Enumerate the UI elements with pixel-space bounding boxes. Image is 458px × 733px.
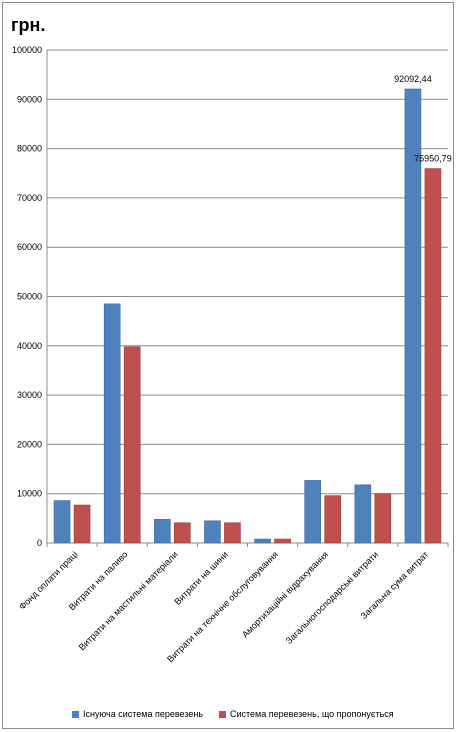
bar-s1-1 bbox=[123, 346, 141, 544]
bar-s1-6 bbox=[374, 493, 392, 544]
bar-s0-6 bbox=[354, 484, 372, 544]
legend-label-existing: Існуюча система перевезень bbox=[83, 709, 204, 719]
x-category-label: Амортизаційні відрахування bbox=[240, 549, 330, 639]
data-label: 92092,44 bbox=[394, 74, 432, 84]
x-category-label: Витрати на шини bbox=[172, 549, 230, 607]
bar-s1-4 bbox=[274, 538, 291, 544]
bar-s1-2 bbox=[174, 522, 191, 544]
x-category-label: Витрати на мастильні матеріали bbox=[77, 549, 180, 652]
bar-s0-7 bbox=[404, 88, 422, 544]
legend-swatch-existing bbox=[72, 710, 79, 718]
bar-s1-3 bbox=[224, 522, 241, 544]
bar-s0-0 bbox=[53, 500, 71, 544]
bar-s1-0 bbox=[73, 504, 91, 544]
y-tick-label: 20000 bbox=[17, 439, 42, 449]
y-tick-label: 70000 bbox=[17, 193, 42, 203]
y-tick-label: 50000 bbox=[17, 292, 42, 302]
data-label: 75950,79 bbox=[414, 154, 452, 164]
legend-swatch-proposed bbox=[219, 710, 226, 718]
y-tick-label: 80000 bbox=[17, 144, 42, 154]
bar-s0-1 bbox=[103, 303, 121, 544]
chart-frame bbox=[2, 2, 454, 729]
y-tick-label: 90000 bbox=[17, 94, 42, 104]
bar-s0-5 bbox=[304, 480, 321, 544]
y-tick-label: 0 bbox=[37, 538, 42, 548]
bar-s1-5 bbox=[324, 495, 341, 544]
y-tick-label: 100000 bbox=[12, 45, 42, 55]
bar-s0-3 bbox=[204, 520, 221, 544]
legend-item-existing: Існуюча система перевезень bbox=[72, 709, 203, 719]
x-category-label: Загальногосподарські витрати bbox=[284, 549, 381, 646]
x-category-label: Витрати на технічне обслуговування bbox=[165, 549, 280, 664]
y-tick-label: 30000 bbox=[17, 390, 42, 400]
legend-item-proposed: Система перевезень, що пропонується bbox=[219, 709, 394, 719]
bar-s0-2 bbox=[154, 519, 171, 544]
legend-label-proposed: Система перевезень, що пропонується bbox=[230, 709, 394, 719]
y-tick-label: 60000 bbox=[17, 242, 42, 252]
y-tick-label: 40000 bbox=[17, 341, 42, 351]
y-tick-label: 10000 bbox=[17, 489, 42, 499]
bar-s1-7 bbox=[424, 168, 442, 544]
y-unit-label: грн. bbox=[11, 15, 46, 35]
bar-s0-4 bbox=[254, 538, 271, 544]
